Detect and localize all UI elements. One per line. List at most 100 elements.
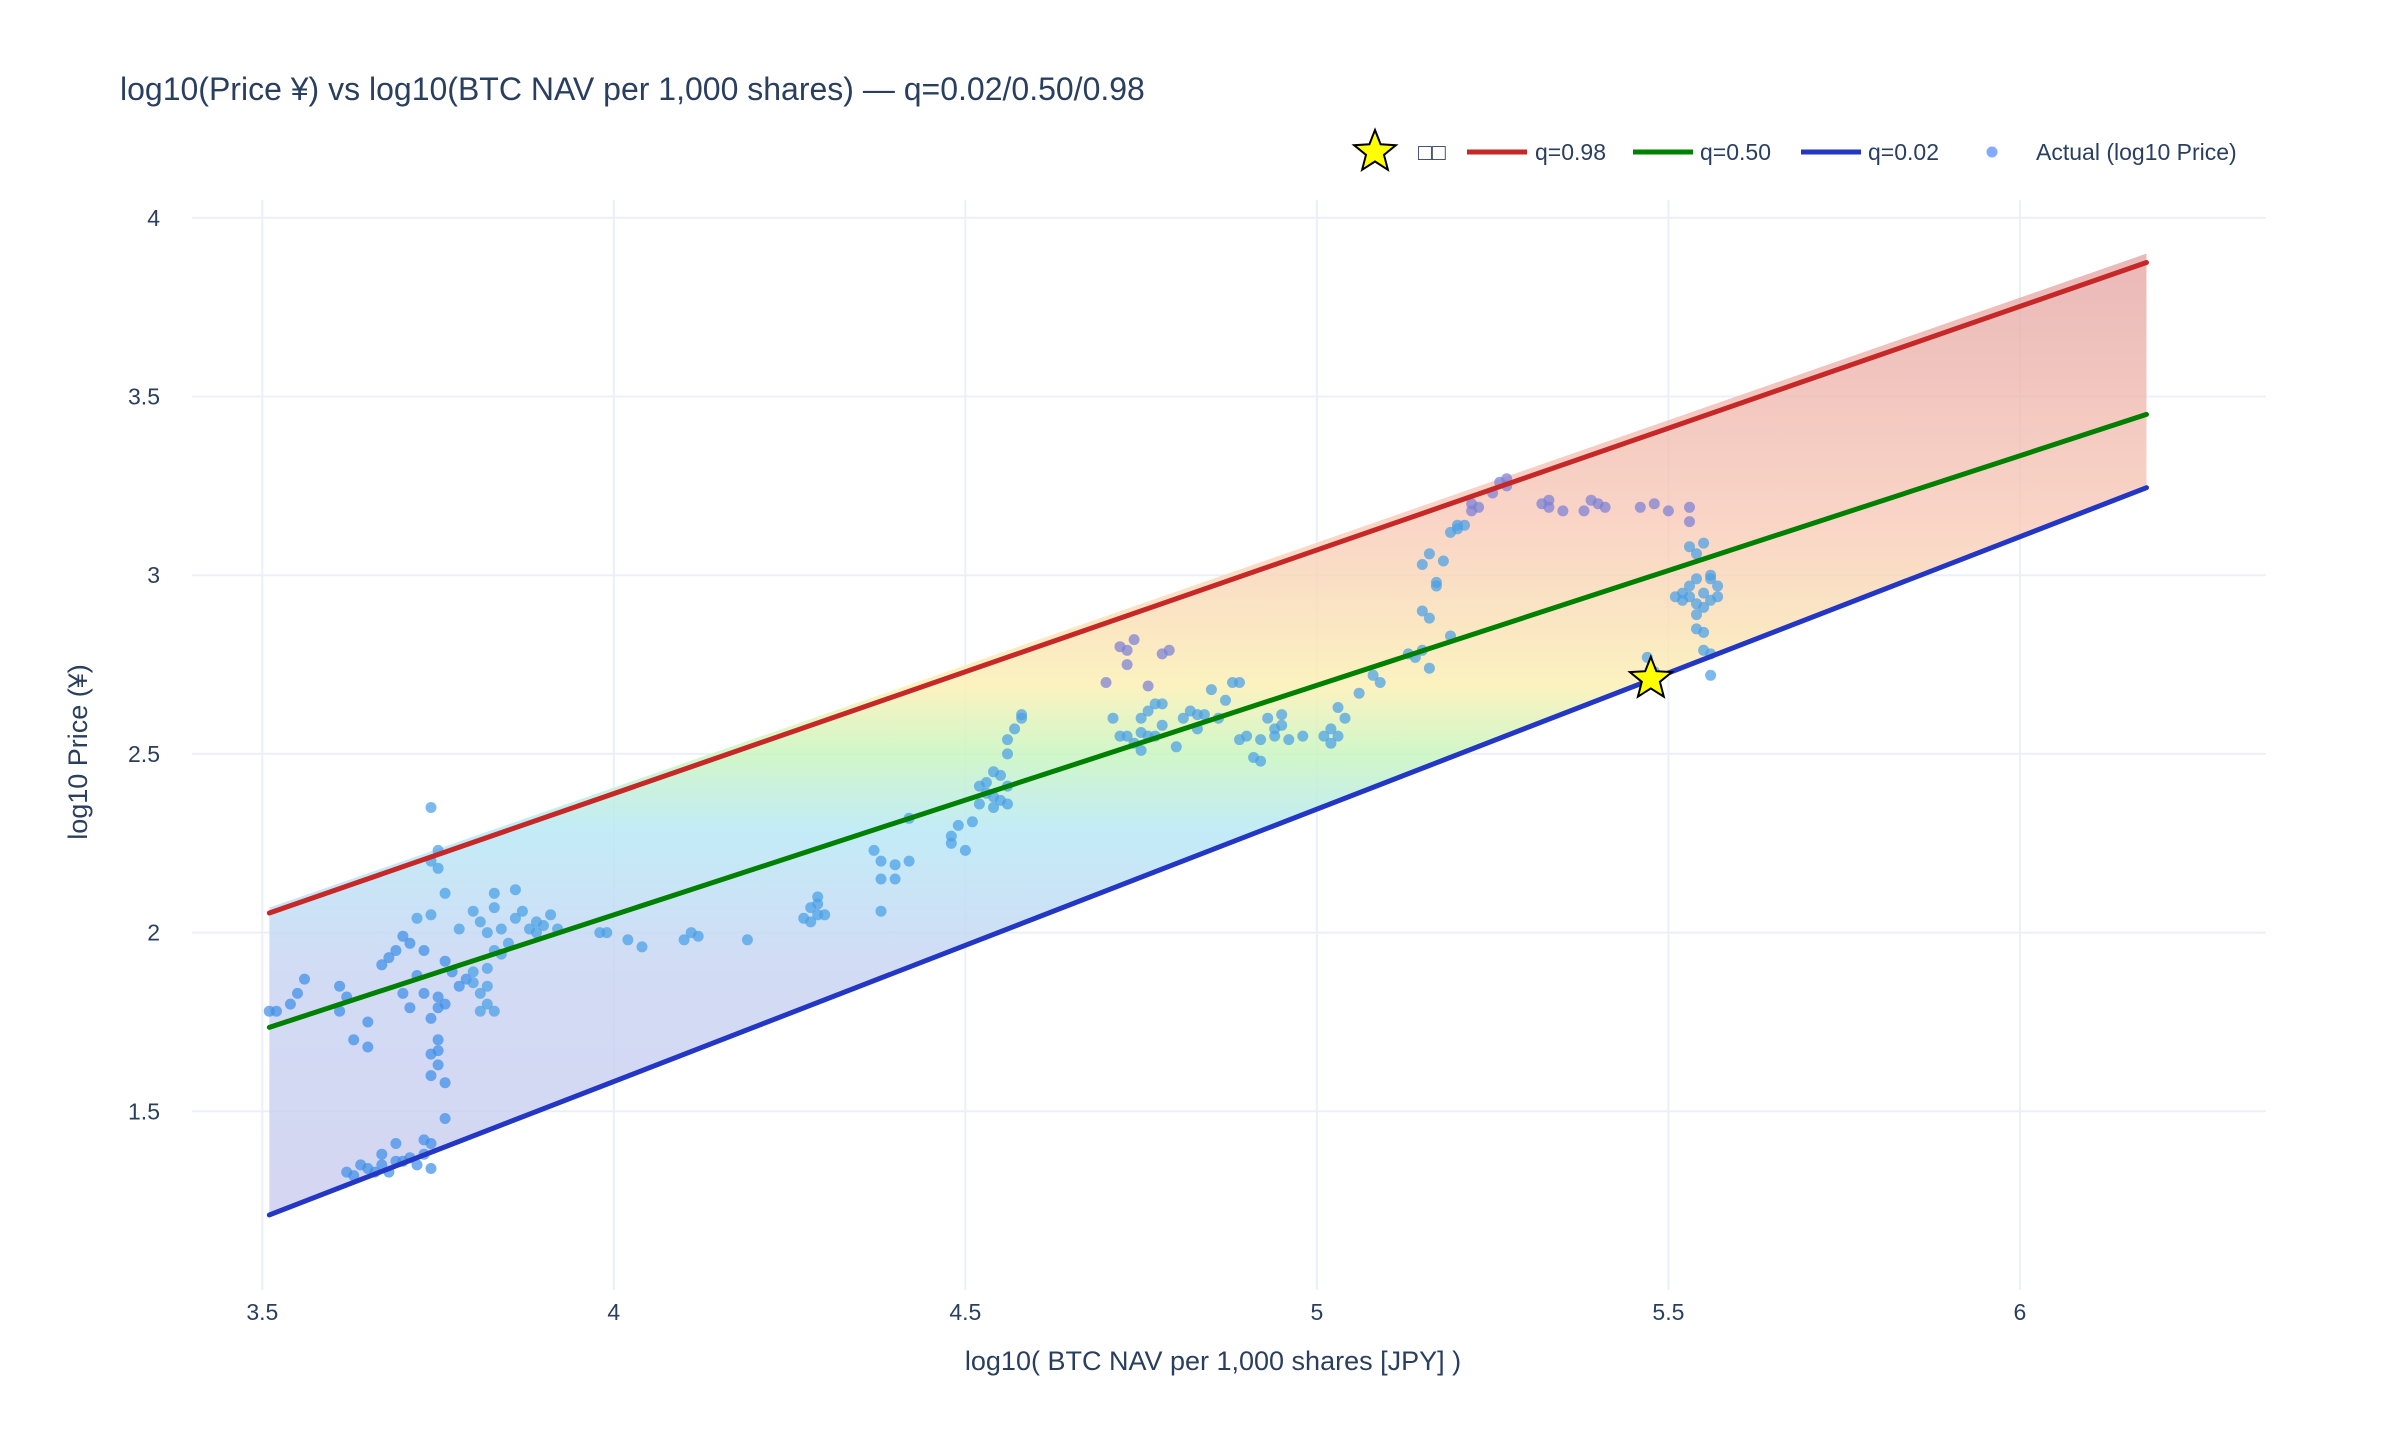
data-point	[376, 1148, 388, 1160]
data-point	[1318, 730, 1330, 742]
legend-item[interactable]: q=0.50	[1633, 139, 1771, 165]
data-point	[425, 909, 437, 921]
data-point	[425, 1070, 437, 1082]
data-point	[1705, 594, 1717, 606]
data-point	[292, 987, 303, 999]
data-point	[404, 937, 416, 949]
y-tick-labels: 1.5 2 2.5 3 3.5 4	[128, 205, 160, 1124]
data-point	[1002, 798, 1013, 810]
data-point	[481, 998, 493, 1010]
legend-label: □□	[1418, 139, 1446, 165]
legend-item[interactable]: q=0.98	[1467, 139, 1606, 165]
data-point	[1698, 587, 1710, 599]
data-point	[432, 862, 444, 874]
data-point	[1423, 612, 1435, 624]
data-point	[453, 923, 465, 935]
legend[interactable]: □□ q=0.98 q=0.50 q=0.02 Actual (log10 Price)	[1351, 127, 2237, 173]
data-point	[516, 905, 528, 917]
y-tick-label: 2	[147, 920, 160, 946]
data-point	[1698, 601, 1710, 613]
data-point	[988, 802, 999, 813]
data-point	[1016, 712, 1028, 724]
y-tick-label: 3.5	[128, 384, 160, 410]
data-point	[1234, 677, 1245, 688]
data-point	[467, 966, 479, 978]
data-point	[270, 1005, 282, 1017]
y-axis-title: log10 Price (¥)	[63, 664, 93, 840]
data-point	[481, 962, 493, 974]
data-point	[1002, 734, 1013, 746]
data-point	[1691, 573, 1702, 585]
data-point	[509, 884, 521, 896]
data-point	[1009, 723, 1021, 735]
data-point	[1241, 730, 1253, 742]
x-tick-labels: 3.5 4 4.5 5 5.5 6	[246, 1299, 2026, 1325]
data-point	[889, 859, 901, 871]
data-point	[1135, 712, 1147, 724]
data-point	[601, 927, 613, 939]
data-point	[875, 905, 887, 917]
data-point	[509, 912, 521, 924]
data-point	[1332, 730, 1344, 742]
data-point	[538, 920, 549, 931]
data-point	[1198, 709, 1210, 721]
data-point	[411, 912, 423, 924]
data-point	[1100, 677, 1112, 688]
y-tick-label: 4	[147, 205, 160, 231]
x-tick-label: 4.5	[949, 1299, 981, 1325]
data-point	[678, 934, 690, 946]
data-point	[1698, 626, 1710, 638]
data-point	[425, 1012, 437, 1024]
data-point	[299, 973, 310, 985]
data-point	[875, 873, 887, 885]
quantile-line-q-0-50	[266, 411, 2149, 1030]
data-point	[622, 934, 634, 946]
legend-label: q=0.02	[1868, 139, 1939, 165]
data-point	[1698, 537, 1710, 549]
data-point	[1684, 541, 1695, 553]
data-point	[1276, 719, 1288, 731]
data-point	[692, 930, 704, 942]
data-point	[1297, 730, 1309, 742]
data-point	[1255, 734, 1267, 746]
quantile-lines	[266, 260, 2149, 1218]
data-point	[545, 909, 557, 921]
data-point	[1332, 702, 1344, 713]
data-point	[1705, 569, 1717, 581]
data-point	[474, 987, 486, 999]
data-point	[531, 927, 542, 939]
data-point	[1163, 644, 1175, 656]
y-tick-label: 2.5	[128, 741, 160, 767]
data-point	[1121, 659, 1133, 671]
data-point	[1634, 501, 1646, 513]
data-point	[1262, 712, 1274, 724]
data-point	[980, 777, 992, 788]
data-point	[397, 987, 409, 999]
data-point	[362, 1016, 374, 1028]
data-point	[952, 819, 964, 831]
legend-item[interactable]: q=0.02	[1801, 139, 1939, 165]
data-point	[1002, 748, 1013, 760]
data-point	[334, 980, 346, 992]
x-tick-label: 5	[1310, 1299, 1323, 1325]
data-point	[1156, 719, 1168, 731]
data-point	[1684, 501, 1695, 513]
data-point	[418, 945, 430, 956]
data-point	[889, 873, 901, 885]
data-point	[868, 844, 880, 856]
legend-item[interactable]: □□	[1351, 127, 1446, 173]
legend-item[interactable]: Actual (log10 Price)	[1986, 139, 2237, 165]
data-point	[432, 1045, 444, 1057]
x-axis-title: log10( BTC NAV per 1,000 shares [JPY] )	[965, 1346, 1461, 1376]
confidence-band	[269, 253, 2147, 1215]
data-point	[1705, 669, 1717, 681]
data-point	[1684, 516, 1695, 528]
data-point	[411, 1159, 423, 1171]
data-point	[390, 1138, 402, 1149]
quantile-line-q-0-02	[266, 485, 2149, 1218]
legend-marker-swatch	[1986, 146, 1998, 158]
data-point	[1283, 734, 1295, 746]
legend-label: q=0.98	[1535, 139, 1606, 165]
data-point	[1557, 505, 1569, 517]
